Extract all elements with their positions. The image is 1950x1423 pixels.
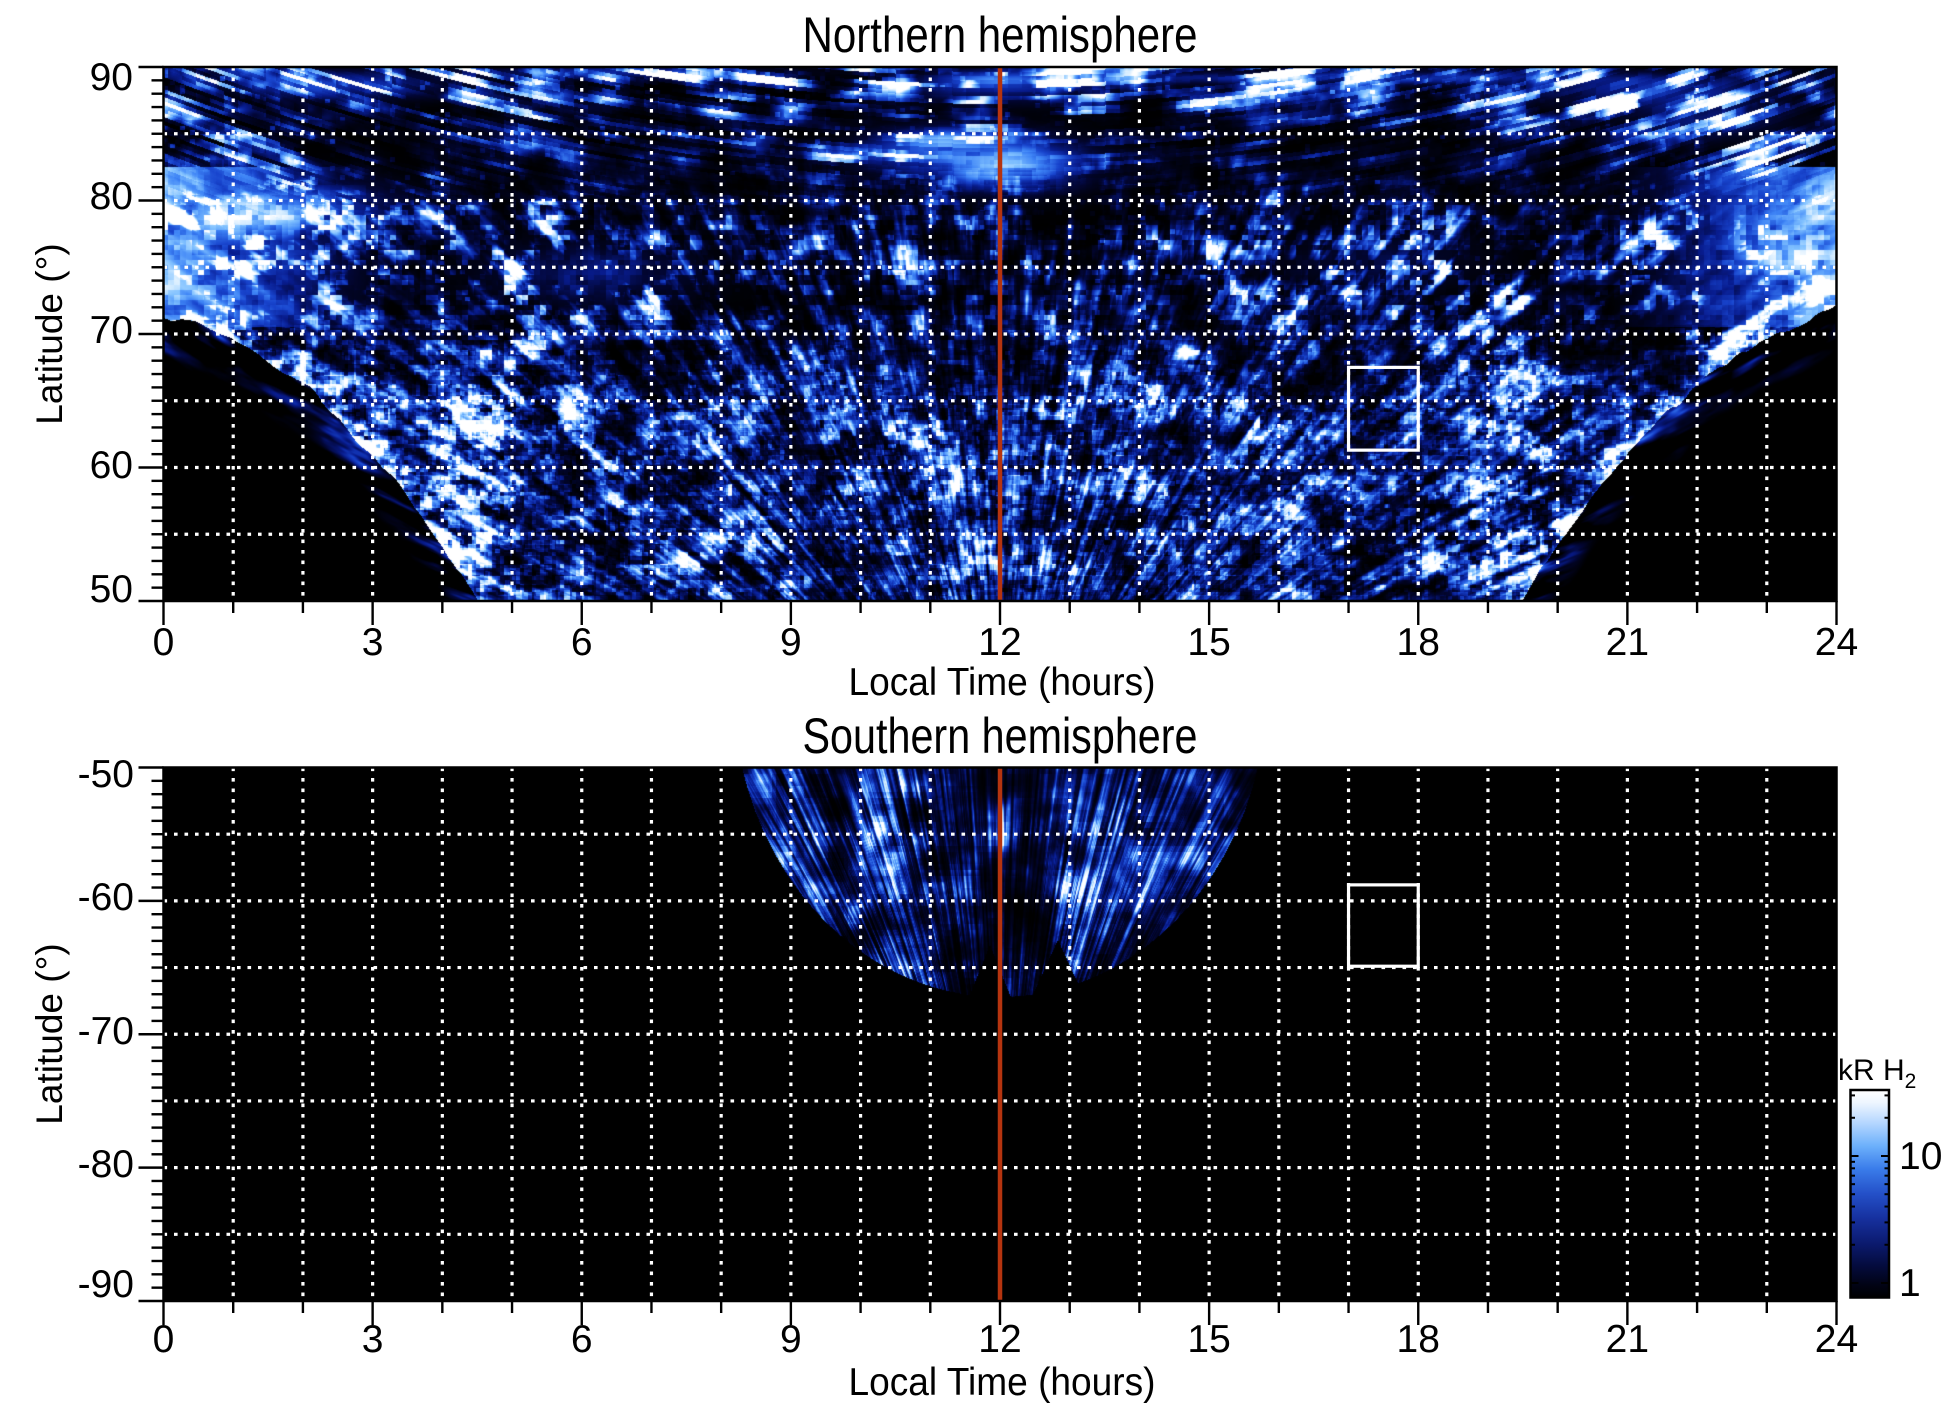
svg-text:24: 24 bbox=[1815, 621, 1858, 664]
svg-text:80: 80 bbox=[90, 175, 133, 218]
svg-text:15: 15 bbox=[1187, 621, 1230, 664]
svg-text:3: 3 bbox=[362, 1318, 384, 1361]
svg-text:18: 18 bbox=[1397, 621, 1440, 664]
svg-text:Latitude (°): Latitude (°) bbox=[29, 243, 70, 424]
svg-text:21: 21 bbox=[1606, 621, 1649, 664]
svg-text:21: 21 bbox=[1606, 1318, 1649, 1361]
svg-text:0: 0 bbox=[153, 1318, 175, 1361]
svg-text:12: 12 bbox=[978, 1318, 1021, 1361]
svg-text:Northern hemisphere: Northern hemisphere bbox=[803, 7, 1198, 63]
svg-text:-60: -60 bbox=[78, 876, 134, 919]
svg-text:9: 9 bbox=[780, 621, 802, 664]
svg-text:Southern hemisphere: Southern hemisphere bbox=[803, 708, 1198, 764]
svg-text:-90: -90 bbox=[78, 1263, 134, 1306]
svg-text:Local Time (hours): Local Time (hours) bbox=[849, 661, 1156, 704]
svg-text:Local Time (hours): Local Time (hours) bbox=[849, 1361, 1156, 1404]
svg-text:-70: -70 bbox=[78, 1010, 134, 1053]
svg-text:-50: -50 bbox=[78, 753, 134, 796]
svg-text:3: 3 bbox=[362, 621, 384, 664]
svg-text:kR H2: kR H2 bbox=[1838, 1054, 1916, 1093]
svg-text:18: 18 bbox=[1397, 1318, 1440, 1361]
svg-text:0: 0 bbox=[153, 621, 175, 664]
svg-text:15: 15 bbox=[1187, 1318, 1230, 1361]
svg-text:60: 60 bbox=[90, 444, 133, 487]
svg-text:1: 1 bbox=[1899, 1262, 1921, 1305]
svg-text:50: 50 bbox=[90, 568, 133, 611]
svg-text:-80: -80 bbox=[78, 1143, 134, 1186]
svg-text:70: 70 bbox=[90, 309, 133, 352]
svg-text:9: 9 bbox=[780, 1318, 802, 1361]
svg-text:6: 6 bbox=[571, 1318, 593, 1361]
svg-text:10: 10 bbox=[1899, 1135, 1942, 1178]
svg-text:6: 6 bbox=[571, 621, 593, 664]
svg-text:90: 90 bbox=[90, 56, 133, 99]
svg-text:Latitude (°): Latitude (°) bbox=[29, 943, 70, 1124]
svg-text:24: 24 bbox=[1815, 1318, 1858, 1361]
svg-text:12: 12 bbox=[978, 621, 1021, 664]
